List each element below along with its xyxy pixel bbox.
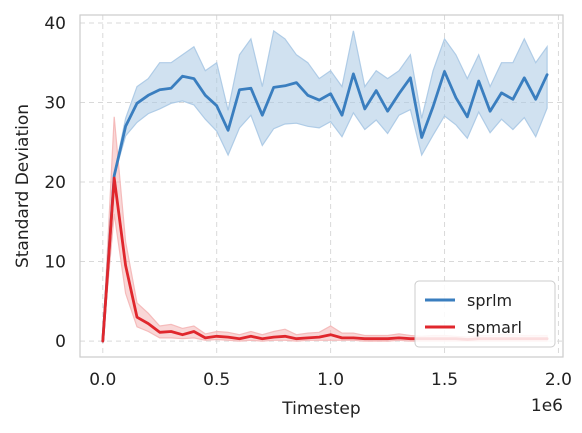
legend: sprlm spmarl [414, 280, 556, 348]
plot-frame [79, 14, 564, 358]
series-line-sprlm [101, 70, 549, 343]
y-tick-label: 0 [55, 332, 66, 352]
legend-label-sprlm: sprlm [467, 291, 512, 310]
x-tick-label: 1.5 [431, 370, 458, 390]
y-tick-label: 20 [44, 173, 66, 193]
y-tick-label: 40 [44, 14, 66, 34]
tick-labels: 0.0 0.5 1.0 1.5 2.0 0 10 20 30 40 [44, 14, 572, 390]
y-tick-label: 10 [44, 253, 66, 273]
x-tick-label: 1.0 [317, 370, 344, 390]
legend-label-spmarl: spmarl [467, 318, 522, 337]
y-axis-label: Standard Deviation [13, 104, 33, 268]
x-tick-label: 0.5 [203, 370, 230, 390]
x-tick-label: 0.0 [89, 370, 116, 390]
x-axis-offset-label: 1e6 [531, 396, 563, 416]
x-axis-label: Timestep [281, 399, 360, 419]
x-tick-label: 2.0 [545, 370, 572, 390]
legend-box [414, 280, 556, 348]
y-tick-label: 30 [44, 93, 66, 113]
